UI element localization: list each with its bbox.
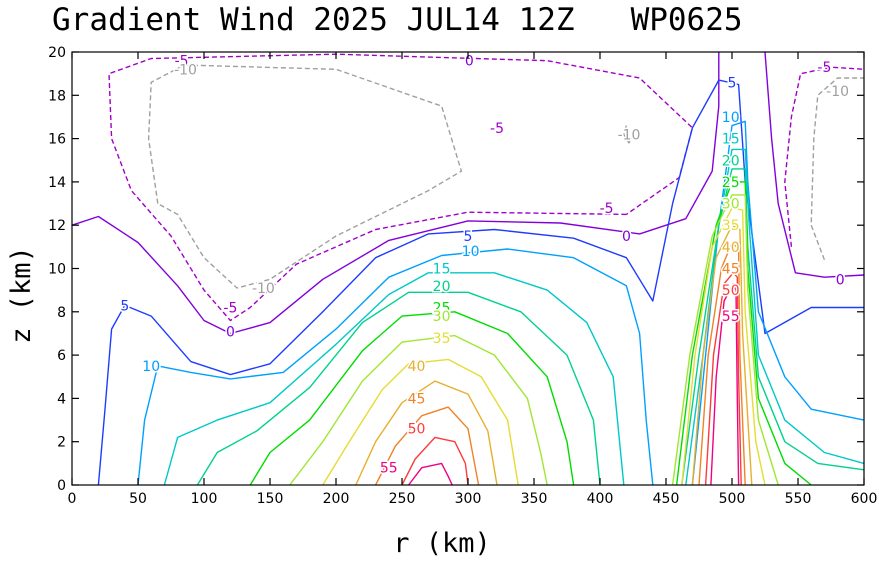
contour-label-1: -10	[174, 62, 197, 78]
contour-line-neg10-1	[810, 77, 864, 261]
x-tick-label-11: 550	[785, 491, 812, 507]
contour-label-4: -10	[618, 127, 641, 143]
contour-line-40-20	[355, 380, 498, 486]
x-tick-label-8: 400	[587, 491, 614, 507]
contour-line-15-10	[163, 272, 625, 486]
contour-line-45-22	[374, 406, 480, 486]
x-tick-label-1: 50	[129, 491, 147, 507]
y-tick-label-7: 14	[48, 175, 66, 191]
contour-line-neg10-2	[623, 125, 635, 144]
contour-label-2: 0	[465, 54, 474, 70]
contour-label-18: -5	[600, 201, 614, 217]
contour-label-3: -5	[490, 121, 504, 137]
contour-line-30-16	[289, 334, 548, 486]
contour-label-23: 0	[226, 324, 235, 340]
contour-label-14: 40	[722, 240, 740, 256]
x-tick-label-6: 300	[455, 491, 482, 507]
contour-label-36: 55	[380, 461, 398, 477]
contour-label-26: 5	[464, 229, 473, 245]
contour-line-35-19	[681, 207, 766, 486]
contour-label-10: 20	[722, 153, 740, 169]
y-tick-label-6: 12	[48, 218, 66, 234]
contour-lines	[71, 51, 865, 486]
contour-label-6: -10	[826, 84, 849, 100]
contour-line-0-6	[764, 51, 865, 278]
chart-title: Gradient Wind 2025 JUL14 12Z WP0625	[52, 2, 743, 38]
contour-label-24: 5	[120, 298, 129, 314]
contour-label-31: 30	[433, 309, 451, 325]
contour-line-neg10-0	[147, 64, 463, 289]
contour-label-15: 45	[722, 262, 740, 278]
y-tick-label-10: 20	[48, 45, 66, 61]
contour-line-50-25	[704, 272, 742, 486]
x-tick-label-5: 250	[389, 491, 416, 507]
contour-line-35-18	[322, 358, 519, 486]
x-tick-label-4: 200	[323, 491, 350, 507]
contour-label-30: 25	[433, 301, 451, 317]
y-tick-label-2: 4	[57, 391, 66, 407]
y-axis: 0 2 4 6 8 10 12 14 16 18 20	[48, 45, 864, 494]
contour-labels: -5-100-5 -10-5-10510152025303540455055-50…	[119, 52, 851, 478]
contour-label-28: 15	[433, 262, 451, 278]
contour-line-5-7	[97, 79, 864, 486]
contour-label-8: 10	[722, 110, 740, 126]
contour-label-35: 50	[408, 422, 426, 438]
x-tick-label-12: 600	[851, 491, 878, 507]
x-tick-label-9: 450	[653, 491, 680, 507]
y-axis-title: z (km)	[6, 246, 37, 344]
y-tick-label-4: 8	[57, 305, 66, 321]
contour-line-15-11	[685, 148, 865, 486]
contour-label-5: -5	[817, 60, 831, 76]
contour-line-30-17	[671, 194, 779, 486]
x-tick-label-7: 350	[521, 491, 548, 507]
contour-line-55-26	[408, 462, 453, 486]
contour-line-45-23	[698, 241, 746, 486]
contour-line-10-8	[137, 248, 654, 486]
contour-line-20-12	[196, 291, 601, 486]
y-tick-label-9: 18	[48, 88, 66, 104]
y-tick-label-0: 0	[57, 478, 66, 494]
contour-line-50-24	[401, 436, 469, 486]
x-tick-label-2: 100	[191, 491, 218, 507]
contour-label-20: 0	[836, 272, 845, 288]
contour-label-22: -5	[223, 301, 237, 317]
contour-label-25: 10	[142, 359, 160, 375]
contour-label-34: 45	[408, 391, 426, 407]
contour-label-9: 15	[722, 132, 740, 148]
contour-label-33: 40	[408, 359, 426, 375]
contour-label-7: 5	[728, 75, 737, 91]
y-tick-label-5: 10	[48, 262, 66, 278]
x-tick-label-0: 0	[68, 491, 77, 507]
contour-label-32: 35	[433, 331, 451, 347]
contour-label-0: -5	[175, 54, 189, 70]
contour-label-29: 20	[433, 279, 451, 295]
y-tick-label-8: 16	[48, 132, 66, 148]
x-tick-label-10: 500	[719, 491, 746, 507]
contour-label-27: 10	[462, 244, 480, 260]
contour-line-neg5-4	[784, 66, 865, 247]
contour-line-40-21	[691, 224, 753, 486]
contour-label-21: -10	[252, 281, 275, 297]
contour-line-10-9	[691, 120, 865, 486]
contour-label-17: 55	[722, 309, 740, 325]
contour-line-25-14	[249, 311, 575, 486]
contour-label-13: 35	[722, 218, 740, 234]
contour-label-11: 25	[722, 175, 740, 191]
contour-line-0-5	[71, 52, 720, 335]
y-tick-label-3: 6	[57, 348, 66, 364]
x-tick-label-3: 150	[257, 491, 284, 507]
x-axis: 0 50 100 150 200 250 300 350 400 450 500 550 600	[68, 52, 878, 507]
contour-label-19: 0	[622, 229, 631, 245]
contour-line-25-15	[675, 181, 812, 486]
contour-label-12: 30	[722, 197, 740, 213]
contour-line-neg5-3	[108, 53, 694, 322]
y-tick-label-1: 2	[57, 435, 66, 451]
contour-label-16: 50	[722, 283, 740, 299]
x-axis-title: r (km)	[393, 528, 491, 559]
contour-line-55-27	[710, 283, 740, 486]
